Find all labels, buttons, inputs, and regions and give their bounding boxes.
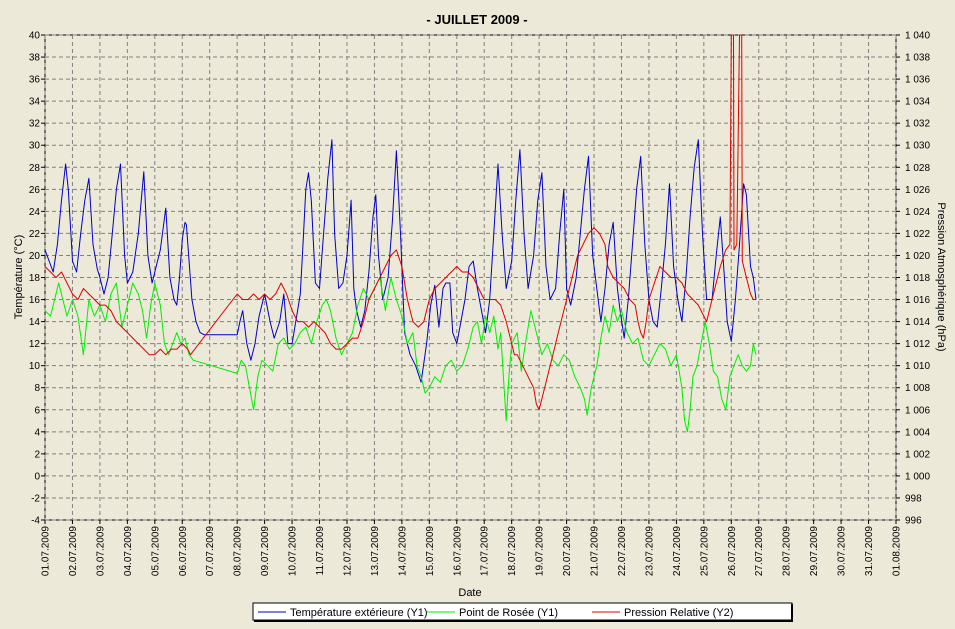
y-axis-right: 1 040 1 038 1 036 1 034 1 032 1 030 1 028 1 026… xyxy=(896,31,930,527)
y-tick-label: 8 xyxy=(34,383,40,394)
legend-label: Pression Relative (Y2) xyxy=(624,607,733,619)
y-tick-label: 36 xyxy=(29,75,41,86)
y2-tick-label: 1 040 xyxy=(905,31,930,42)
y2-tick-label: 1 002 xyxy=(905,449,930,460)
series-line-2 xyxy=(44,277,757,433)
y2-tick-label: 1 012 xyxy=(905,339,930,350)
y-tick-label: 6 xyxy=(34,405,40,416)
y-tick-label: 2 xyxy=(34,449,40,460)
x-tick-label: 17.07.2009 xyxy=(480,526,491,576)
y-tick-label: 20 xyxy=(29,251,41,262)
x-tick-label: 18.07.2009 xyxy=(507,526,518,576)
x-tick-label: 19.07.2009 xyxy=(535,526,546,576)
y2-tick-label: 1 030 xyxy=(905,141,930,152)
y-tick-label: -2 xyxy=(31,493,40,504)
y-tick-label: 16 xyxy=(29,295,41,306)
x-tick-label: 25.07.2009 xyxy=(699,526,710,576)
series-line-3 xyxy=(44,34,756,411)
y-tick-label: 30 xyxy=(29,141,41,152)
y2-tick-label: 1 032 xyxy=(905,119,930,130)
x-tick-label: 20.07.2009 xyxy=(562,526,573,576)
y2-tick-label: 1 004 xyxy=(905,427,930,438)
y2-tick-label: 1 028 xyxy=(905,163,930,174)
x-tick-label: 03.07.2009 xyxy=(95,526,106,576)
y-tick-label: 32 xyxy=(29,119,41,130)
series-lines xyxy=(44,34,757,433)
x-tick-label: 24.07.2009 xyxy=(672,526,683,576)
y2-tick-label: 1 024 xyxy=(905,207,930,218)
y2-tick-label: 1 020 xyxy=(905,251,930,262)
y-axis-label-right: Pression Atmosphérique (hPa) xyxy=(935,202,947,351)
chart-title: - JUILLET 2009 - xyxy=(426,12,527,27)
y-tick-label: 26 xyxy=(29,185,41,196)
x-tick-label: 04.07.2009 xyxy=(123,526,134,576)
legend-label: Température extérieure (Y1) xyxy=(290,607,428,619)
y2-tick-label: 1 016 xyxy=(905,295,930,306)
y-tick-label: -4 xyxy=(31,516,40,527)
y2-tick-label: 1 014 xyxy=(905,317,930,328)
y2-tick-label: 1 018 xyxy=(905,273,930,284)
y-tick-label: 14 xyxy=(29,317,41,328)
legend: Température extérieure (Y1) Point de Rosé… xyxy=(252,602,793,622)
y-axis-left: 4038363432302826242220181614121086420-2-… xyxy=(29,31,45,527)
x-tick-label: 23.07.2009 xyxy=(644,526,655,576)
y-tick-label: 0 xyxy=(34,471,40,482)
x-tick-label: 10.07.2009 xyxy=(288,526,299,576)
y-tick-label: 40 xyxy=(29,31,41,42)
y2-tick-label: 1 026 xyxy=(905,185,930,196)
x-tick-label: 27.07.2009 xyxy=(754,526,765,576)
x-tick-label: 28.07.2009 xyxy=(782,526,793,576)
x-tick-label: 14.07.2009 xyxy=(397,526,408,576)
y2-tick-label: 1 038 xyxy=(905,53,930,64)
x-tick-label: 31.07.2009 xyxy=(864,526,875,576)
x-tick-label: 01.08.2009 xyxy=(892,526,903,576)
y-tick-label: 38 xyxy=(29,53,41,64)
y2-tick-label: 1 034 xyxy=(905,97,930,108)
y2-tick-label: 1 022 xyxy=(905,229,930,240)
y-tick-label: 4 xyxy=(34,427,40,438)
x-tick-label: 13.07.2009 xyxy=(370,526,381,576)
y-tick-label: 10 xyxy=(29,361,41,372)
y-tick-label: 12 xyxy=(29,339,41,350)
x-tick-label: 02.07.2009 xyxy=(68,526,79,576)
y2-tick-label: 998 xyxy=(905,493,922,504)
y-tick-label: 24 xyxy=(29,207,41,218)
x-tick-label: 06.07.2009 xyxy=(178,526,189,576)
y-tick-label: 18 xyxy=(29,273,41,284)
x-tick-label: 22.07.2009 xyxy=(617,526,628,576)
x-tick-label: 11.07.2009 xyxy=(315,526,326,576)
y2-tick-label: 1 006 xyxy=(905,405,930,416)
x-axis-label: Date xyxy=(458,587,481,599)
x-tick-label: 12.07.2009 xyxy=(342,526,353,576)
y-axis-label-left: Température (°C) xyxy=(13,235,25,319)
y-tick-label: 28 xyxy=(29,163,41,174)
y2-tick-label: 996 xyxy=(905,516,922,527)
y2-tick-label: 1 000 xyxy=(905,471,930,482)
x-tick-label: 16.07.2009 xyxy=(452,526,463,576)
y-tick-label: 22 xyxy=(29,229,41,240)
x-tick-label: 21.07.2009 xyxy=(590,526,601,576)
x-tick-label: 09.07.2009 xyxy=(260,526,271,576)
y-tick-label: 34 xyxy=(29,97,41,108)
x-tick-label: 30.07.2009 xyxy=(837,526,848,576)
x-axis: 01.07.2009 02.07.2009 03.07.2009 04.07.2009… xyxy=(41,520,903,576)
x-tick-label: 05.07.2009 xyxy=(150,526,161,576)
x-tick-label: 26.07.2009 xyxy=(727,526,738,576)
x-tick-label: 29.07.2009 xyxy=(809,526,820,576)
legend-label: Point de Rosée (Y1) xyxy=(459,607,558,619)
x-tick-label: 08.07.2009 xyxy=(233,526,244,576)
x-tick-label: 07.07.2009 xyxy=(205,526,216,576)
x-tick-label: 15.07.2009 xyxy=(425,526,436,576)
x-tick-label: 01.07.2009 xyxy=(41,526,52,576)
y2-tick-label: 1 008 xyxy=(905,383,930,394)
y2-tick-label: 1 036 xyxy=(905,75,930,86)
y2-tick-label: 1 010 xyxy=(905,361,930,372)
